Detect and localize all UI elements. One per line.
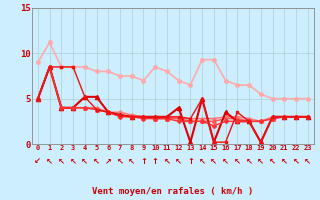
- Text: ↗: ↗: [105, 156, 112, 166]
- Text: ↖: ↖: [281, 156, 288, 166]
- Text: ↑: ↑: [187, 156, 194, 166]
- Text: ↖: ↖: [222, 156, 229, 166]
- Text: ↖: ↖: [46, 156, 53, 166]
- Text: ↖: ↖: [69, 156, 76, 166]
- Text: ↑: ↑: [140, 156, 147, 166]
- Text: ↖: ↖: [304, 156, 311, 166]
- Text: ↖: ↖: [164, 156, 171, 166]
- Text: ↖: ↖: [116, 156, 124, 166]
- Text: ↖: ↖: [257, 156, 264, 166]
- Text: ↖: ↖: [245, 156, 252, 166]
- Text: ↖: ↖: [292, 156, 300, 166]
- Text: ↖: ↖: [269, 156, 276, 166]
- Text: Vent moyen/en rafales ( km/h ): Vent moyen/en rafales ( km/h ): [92, 187, 253, 196]
- Text: ↑: ↑: [152, 156, 159, 166]
- Text: ↖: ↖: [81, 156, 88, 166]
- Text: ↖: ↖: [199, 156, 206, 166]
- Text: ↖: ↖: [58, 156, 65, 166]
- Text: ↖: ↖: [210, 156, 217, 166]
- Text: ↖: ↖: [234, 156, 241, 166]
- Text: ↙: ↙: [34, 156, 41, 166]
- Text: ↖: ↖: [175, 156, 182, 166]
- Text: ↖: ↖: [128, 156, 135, 166]
- Text: ↖: ↖: [93, 156, 100, 166]
